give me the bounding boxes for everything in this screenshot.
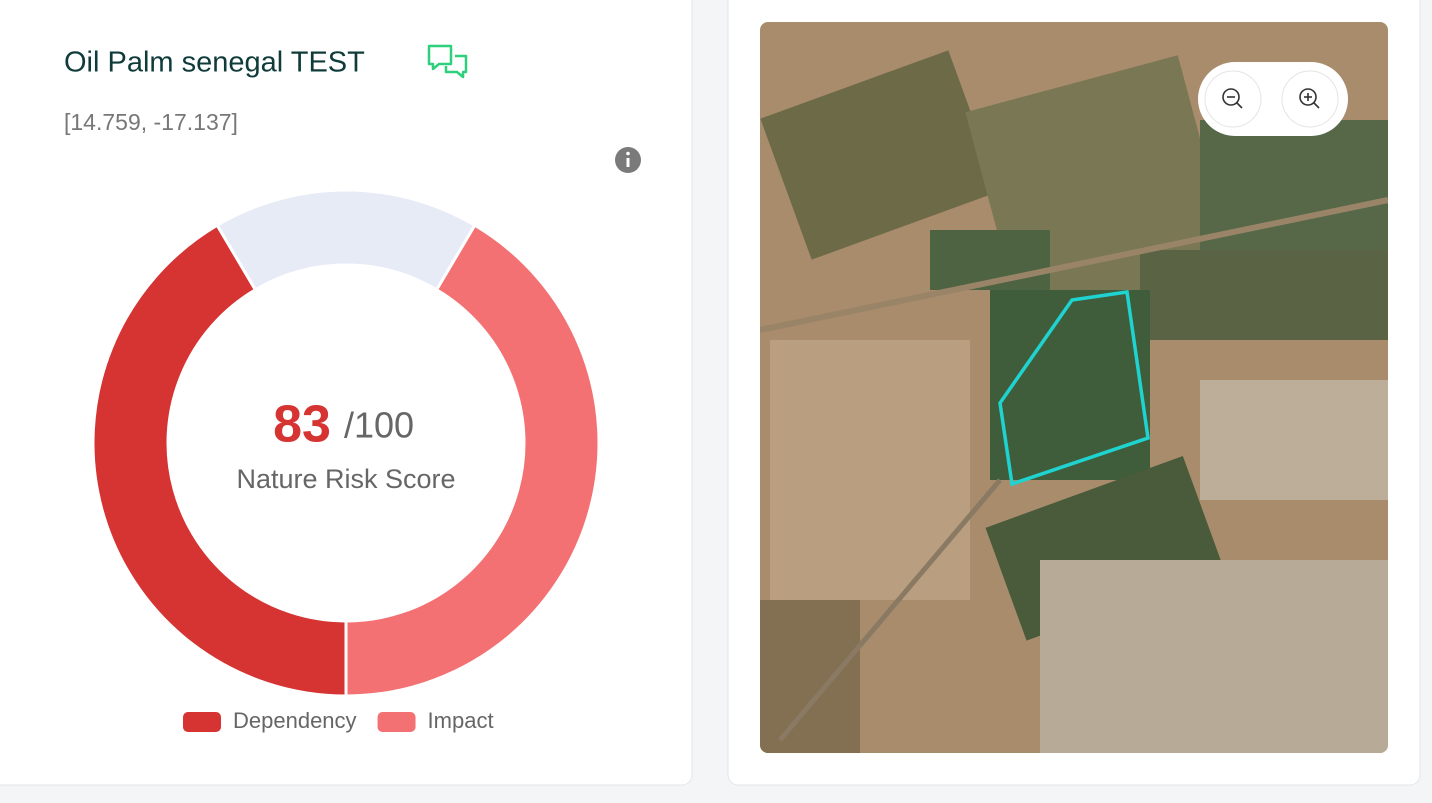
donut-chart [91, 188, 601, 698]
legend: Dependency Impact [183, 708, 494, 733]
score-suffix: /100 [344, 405, 414, 446]
donut-segment [91, 223, 348, 698]
legend-label[interactable]: Dependency [233, 708, 357, 733]
score-label: Nature Risk Score [236, 464, 455, 494]
legend-label[interactable]: Impact [428, 708, 494, 733]
satellite-map [760, 22, 1388, 753]
site-title: Oil Palm senegal TEST [64, 47, 365, 79]
legend-swatch[interactable] [377, 712, 416, 732]
zoom-out-button[interactable] [1204, 70, 1262, 128]
legend-swatch[interactable] [183, 712, 221, 732]
score-value: 83 [273, 396, 331, 454]
donut-segment [344, 223, 601, 698]
coordinates: [14.759, -17.137] [64, 109, 238, 135]
comments-icon[interactable] [427, 44, 468, 79]
info-icon[interactable] [615, 147, 641, 173]
zoom-in-button[interactable] [1281, 70, 1339, 128]
